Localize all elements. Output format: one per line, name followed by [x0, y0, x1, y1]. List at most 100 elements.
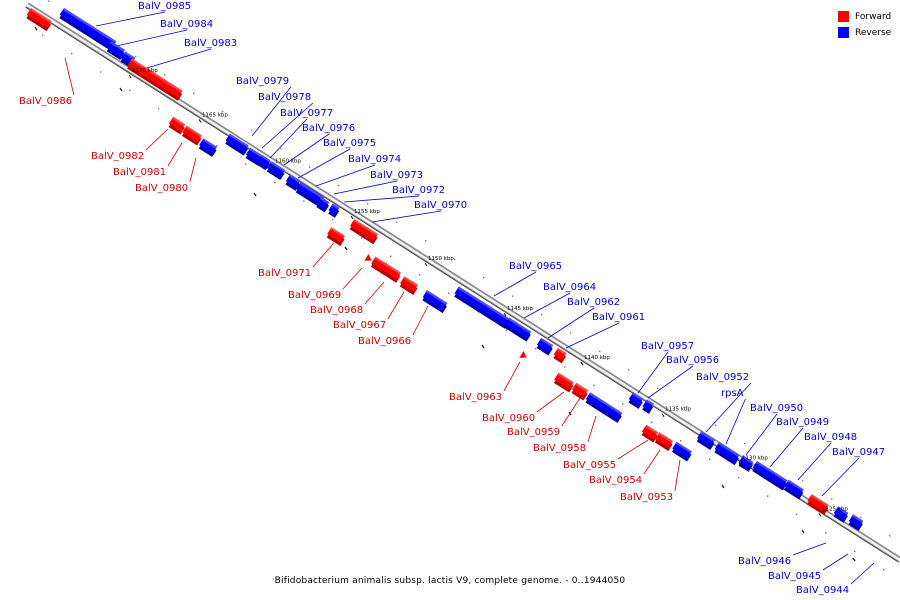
gene-label-balv_0984[interactable]: BalV_0984 [160, 19, 213, 30]
gene-balv_0958[interactable] [570, 382, 589, 401]
gene-balv_0966[interactable] [398, 276, 419, 296]
gene-balv_0982[interactable] [126, 58, 184, 101]
gene-highlight [810, 494, 829, 507]
gene-balv_0970[interactable] [327, 203, 341, 218]
gene-balv_0949[interactable] [737, 455, 754, 472]
leader-balv_0954 [643, 449, 661, 475]
legend-forward: Forward [838, 9, 898, 24]
gene-label-balv_0952[interactable]: BalV_0952 [696, 372, 749, 383]
gene-balv_0973[interactable] [294, 182, 325, 208]
gene-label-balv_0983[interactable]: BalV_0983 [184, 38, 237, 49]
gene-box [655, 432, 673, 448]
gene-balv_0947[interactable] [783, 479, 805, 500]
gene-balv_0960[interactable] [519, 351, 528, 361]
gene-label-balv_0973[interactable]: BalV_0973 [370, 170, 423, 181]
gene-label-balv_0974[interactable]: BalV_0974 [348, 154, 401, 165]
gene-balv_0964[interactable] [453, 286, 511, 329]
gene-label-balv_0963[interactable]: BalV_0963 [449, 392, 502, 403]
gene-box [784, 479, 804, 497]
gene-label-balv_0971[interactable]: BalV_0971 [258, 268, 311, 279]
gene-balv_0971[interactable] [348, 219, 379, 245]
gene-label-balv_0954[interactable]: BalV_0954 [589, 475, 642, 486]
position-dot [448, 292, 450, 294]
gene-label-balv_0980[interactable]: BalV_0980 [135, 183, 188, 194]
position-dash [119, 87, 123, 92]
position-dot [129, 89, 131, 92]
gene-label-balv_0976[interactable]: BalV_0976 [302, 123, 355, 134]
gene-label-balv_0986[interactable]: BalV_0986 [19, 96, 72, 107]
gene-label-balv_0967[interactable]: BalV_0967 [333, 320, 386, 331]
gene-balv_0981[interactable] [167, 116, 186, 135]
gene-label-balv_0966[interactable]: BalV_0966 [358, 336, 411, 347]
gene-balv_0945[interactable] [832, 506, 849, 523]
gene-label-balv_0956[interactable]: BalV_0956 [666, 355, 719, 366]
gene-label-balv_0944[interactable]: BalV_0944 [796, 585, 849, 596]
position-dot [889, 535, 891, 537]
gene-label-rpsa[interactable]: rpsA [721, 388, 744, 399]
gene-label-balv_0948[interactable]: BalV_0948 [804, 432, 857, 443]
gene-rpsa[interactable] [695, 431, 716, 451]
gene-balv_0946[interactable] [671, 441, 693, 462]
gene-balv_0976[interactable] [256, 154, 272, 171]
gene-label-balv_0949[interactable]: BalV_0949 [776, 417, 829, 428]
gene-balv_0954[interactable] [640, 424, 659, 443]
gene-label-balv_0972[interactable]: BalV_0972 [392, 185, 445, 196]
gene-balv_0952[interactable] [641, 399, 655, 414]
gene-label-balv_0982[interactable]: BalV_0982 [91, 151, 144, 162]
gene-label-balv_0946[interactable]: BalV_0946 [738, 556, 791, 567]
gene-balv_0985[interactable] [58, 7, 117, 52]
gene-box [257, 154, 271, 168]
gene-label-balv_0975[interactable]: BalV_0975 [323, 138, 376, 149]
gene-balv_0959[interactable] [553, 372, 575, 393]
gene-balv_0969[interactable] [325, 227, 346, 247]
gene-label-balv_0970[interactable]: BalV_0970 [414, 200, 467, 211]
gene-balv_0961[interactable] [535, 337, 554, 356]
gene-balv_0956[interactable] [627, 392, 644, 409]
gene-label-balv_0981[interactable]: BalV_0981 [113, 167, 166, 178]
leader-balv_0974 [315, 164, 376, 187]
gene-balv_0953[interactable] [653, 432, 674, 452]
gene-label-balv_0962[interactable]: BalV_0962 [567, 297, 620, 308]
gene-balv_0978[interactable] [224, 133, 250, 156]
gene-label-balv_0961[interactable]: BalV_0961 [592, 312, 645, 323]
gene-balv_0963[interactable] [552, 347, 568, 364]
gene-label-balv_0960[interactable]: BalV_0960 [482, 413, 535, 424]
gene-label-balv_0978[interactable]: BalV_0978 [258, 92, 311, 103]
gene-balv_0957[interactable] [584, 392, 623, 423]
gene-label-balv_0950[interactable]: BalV_0950 [750, 403, 803, 414]
gene-balv_0984[interactable] [105, 41, 126, 61]
gene-highlight [851, 514, 864, 523]
gene-label-balv_0953[interactable]: BalV_0953 [620, 492, 673, 503]
gene-label-balv_0985[interactable]: BalV_0985 [138, 1, 191, 12]
gene-balv_0977[interactable] [244, 147, 263, 166]
gene-balv_0974[interactable] [284, 174, 301, 191]
gene-label-balv_0977[interactable]: BalV_0977 [280, 108, 333, 119]
gene-box [245, 147, 263, 163]
gene-balv_0980[interactable] [181, 125, 203, 146]
gene-balv_0965[interactable] [421, 290, 448, 314]
gene-balv_0986[interactable] [25, 8, 52, 32]
gene-balv_0975[interactable] [265, 161, 286, 181]
gene-balv_0968[interactable] [364, 254, 373, 264]
gene-balv_0944[interactable] [847, 514, 864, 531]
gene-label-balv_0964[interactable]: BalV_0964 [543, 282, 596, 293]
gene-balv_0948[interactable] [751, 460, 789, 491]
gene-label-balv_0945[interactable]: BalV_0945 [768, 571, 821, 582]
gene-label-balv_0947[interactable]: BalV_0947 [832, 447, 885, 458]
gene-balv_0979[interactable] [197, 138, 218, 158]
gene-label-balv_0958[interactable]: BalV_0958 [533, 443, 586, 454]
gene-label-balv_0955[interactable]: BalV_0955 [563, 460, 616, 471]
gene-balv_0972[interactable] [315, 196, 331, 213]
gene-balv_0950[interactable] [713, 442, 740, 466]
gene-label-balv_0968[interactable]: BalV_0968 [310, 305, 363, 316]
scale-tick [503, 312, 507, 317]
gene-balv_0955[interactable] [806, 494, 830, 516]
gene-label-balv_0979[interactable]: BalV_0979 [236, 76, 289, 87]
gene-label-balv_0957[interactable]: BalV_0957 [641, 341, 694, 352]
gene-label-balv_0959[interactable]: BalV_0959 [507, 427, 560, 438]
gene-balv_0967[interactable] [370, 256, 402, 283]
gene-label-balv_0965[interactable]: BalV_0965 [509, 261, 562, 272]
gene-balv_0962[interactable] [503, 317, 532, 342]
gene-label-balv_0969[interactable]: BalV_0969 [288, 290, 341, 301]
gene-box [752, 460, 788, 488]
